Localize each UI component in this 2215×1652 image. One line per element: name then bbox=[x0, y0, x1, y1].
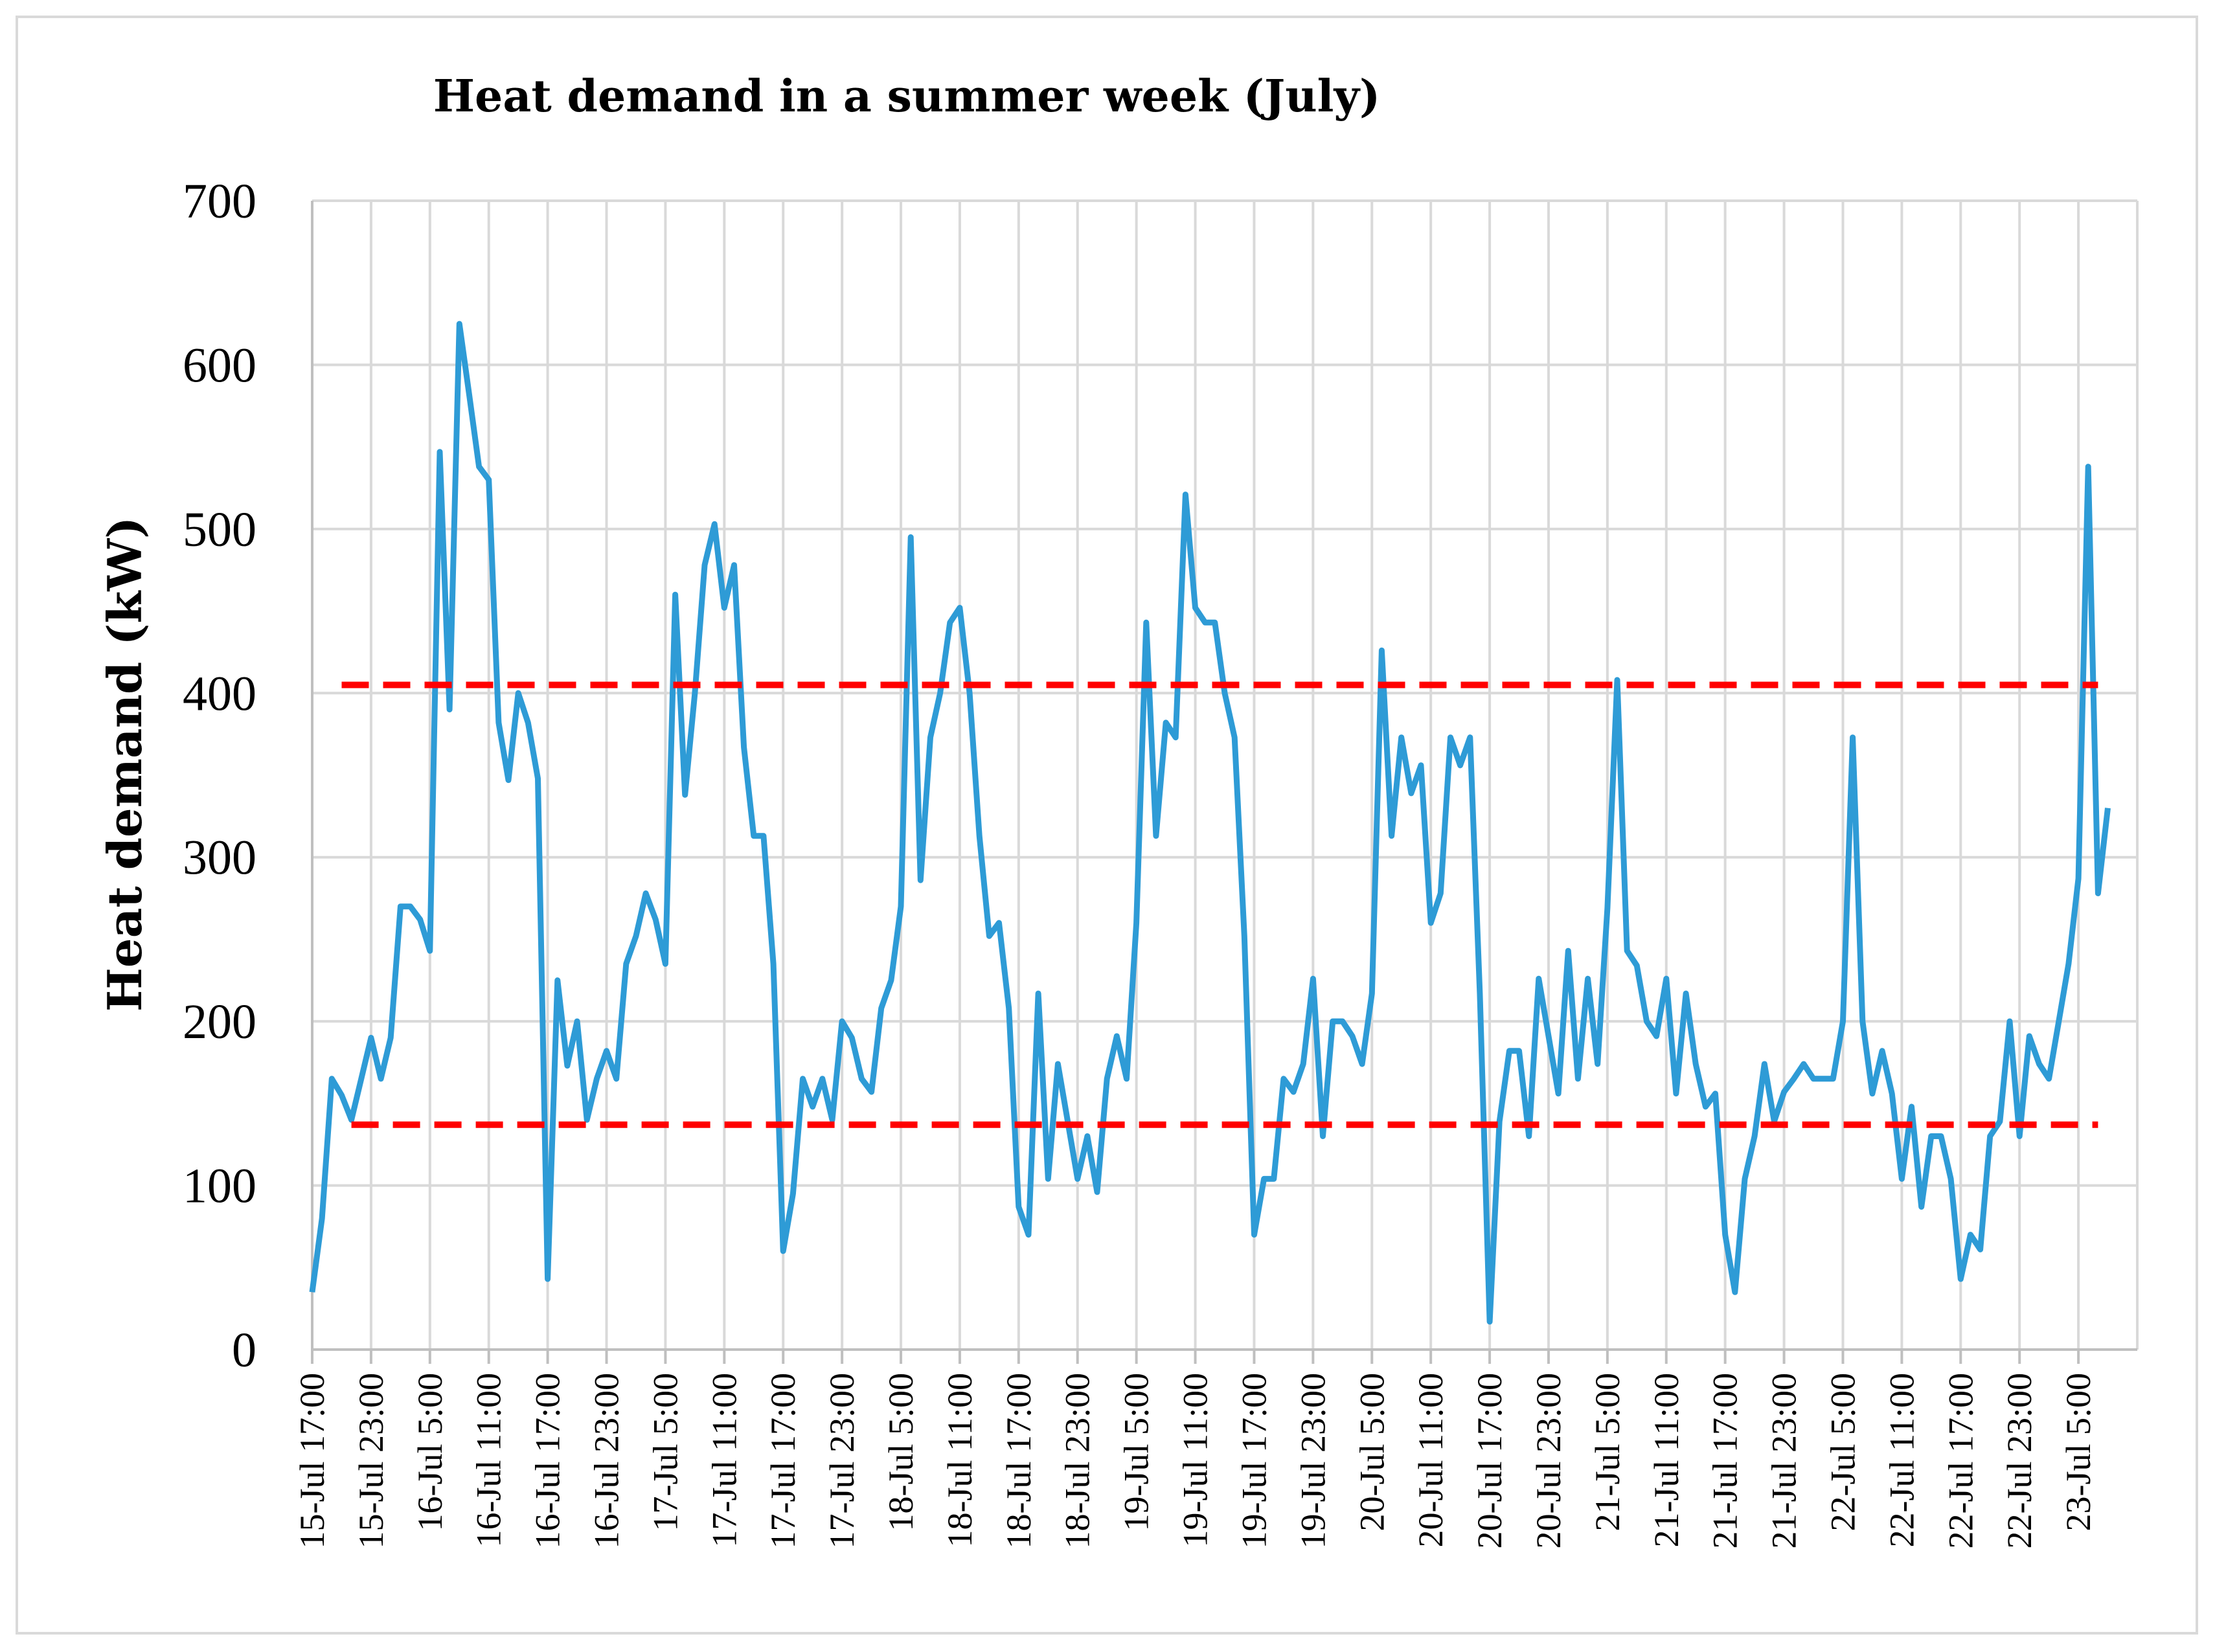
y-tick-label: 100 bbox=[183, 1159, 256, 1214]
x-tick-label: 18-Jul 11:00 bbox=[940, 1373, 979, 1548]
x-tick-label: 23-Jul 5:00 bbox=[2059, 1373, 2098, 1532]
x-tick-label: 17-Jul 23:00 bbox=[823, 1373, 861, 1549]
y-ticks: 0 100 200 300 400 500 600 700 bbox=[183, 174, 256, 1377]
x-tick-label: 22-Jul 5:00 bbox=[1823, 1373, 1862, 1532]
x-tick-label: 21-Jul 5:00 bbox=[1588, 1373, 1627, 1532]
x-tick-label: 19-Jul 11:00 bbox=[1176, 1373, 1215, 1548]
x-tick-label: 22-Jul 11:00 bbox=[1882, 1373, 1921, 1548]
x-tick-label: 18-Jul 17:00 bbox=[999, 1373, 1038, 1549]
y-tick-label: 700 bbox=[183, 174, 256, 229]
y-tick-label: 300 bbox=[183, 831, 256, 885]
x-tick-label: 15-Jul 17:00 bbox=[293, 1373, 332, 1549]
x-tick-label: 17-Jul 17:00 bbox=[764, 1373, 802, 1549]
x-tick-label: 16-Jul 11:00 bbox=[470, 1373, 508, 1548]
x-tick-label: 16-Jul 5:00 bbox=[411, 1373, 449, 1532]
x-tick-label: 19-Jul 17:00 bbox=[1234, 1373, 1273, 1549]
x-tick-label: 22-Jul 23:00 bbox=[2000, 1373, 2039, 1549]
y-tick-label: 600 bbox=[183, 338, 256, 392]
x-tick-label: 17-Jul 11:00 bbox=[705, 1373, 744, 1548]
x-tick-label: 18-Jul 5:00 bbox=[881, 1373, 920, 1532]
x-tick-label: 16-Jul 23:00 bbox=[587, 1373, 626, 1549]
y-tick-label: 400 bbox=[183, 666, 256, 721]
x-tick-label: 19-Jul 23:00 bbox=[1293, 1373, 1332, 1549]
x-tick-label: 20-Jul 11:00 bbox=[1411, 1373, 1450, 1548]
x-tick-label: 18-Jul 23:00 bbox=[1058, 1373, 1097, 1549]
x-tick-label: 20-Jul 23:00 bbox=[1529, 1373, 1568, 1549]
y-tick-label: 200 bbox=[183, 995, 256, 1049]
series-layer bbox=[309, 321, 2111, 1325]
x-tick-label: 21-Jul 11:00 bbox=[1647, 1373, 1686, 1548]
x-tick-label: 22-Jul 17:00 bbox=[1941, 1373, 1980, 1549]
heat-demand-line bbox=[309, 321, 2111, 1325]
x-tick-label: 17-Jul 5:00 bbox=[646, 1373, 685, 1532]
x-ticks: 15-Jul 17:00 15-Jul 23:00 16-Jul 5:00 16-Ju… bbox=[293, 1373, 2098, 1549]
y-axis-label: Heat demand (kW) bbox=[97, 517, 152, 1012]
y-tick-label: 500 bbox=[183, 503, 256, 557]
x-tick-label: 16-Jul 17:00 bbox=[528, 1373, 567, 1549]
x-tick-label: 19-Jul 5:00 bbox=[1117, 1373, 1156, 1532]
x-tick-label: 15-Jul 23:00 bbox=[352, 1373, 391, 1549]
x-tick-label: 21-Jul 23:00 bbox=[1765, 1373, 1804, 1549]
chart-frame bbox=[16, 16, 2198, 1635]
x-tick-label: 20-Jul 17:00 bbox=[1470, 1373, 1509, 1549]
y-tick-label: 0 bbox=[232, 1323, 256, 1377]
x-tick-label: 20-Jul 5:00 bbox=[1352, 1373, 1391, 1532]
axes bbox=[311, 201, 2137, 1364]
chart-title: Heat demand in a summer week (July) bbox=[433, 71, 1380, 122]
x-tick-label: 21-Jul 17:00 bbox=[1706, 1373, 1745, 1549]
grid bbox=[312, 199, 2139, 1350]
